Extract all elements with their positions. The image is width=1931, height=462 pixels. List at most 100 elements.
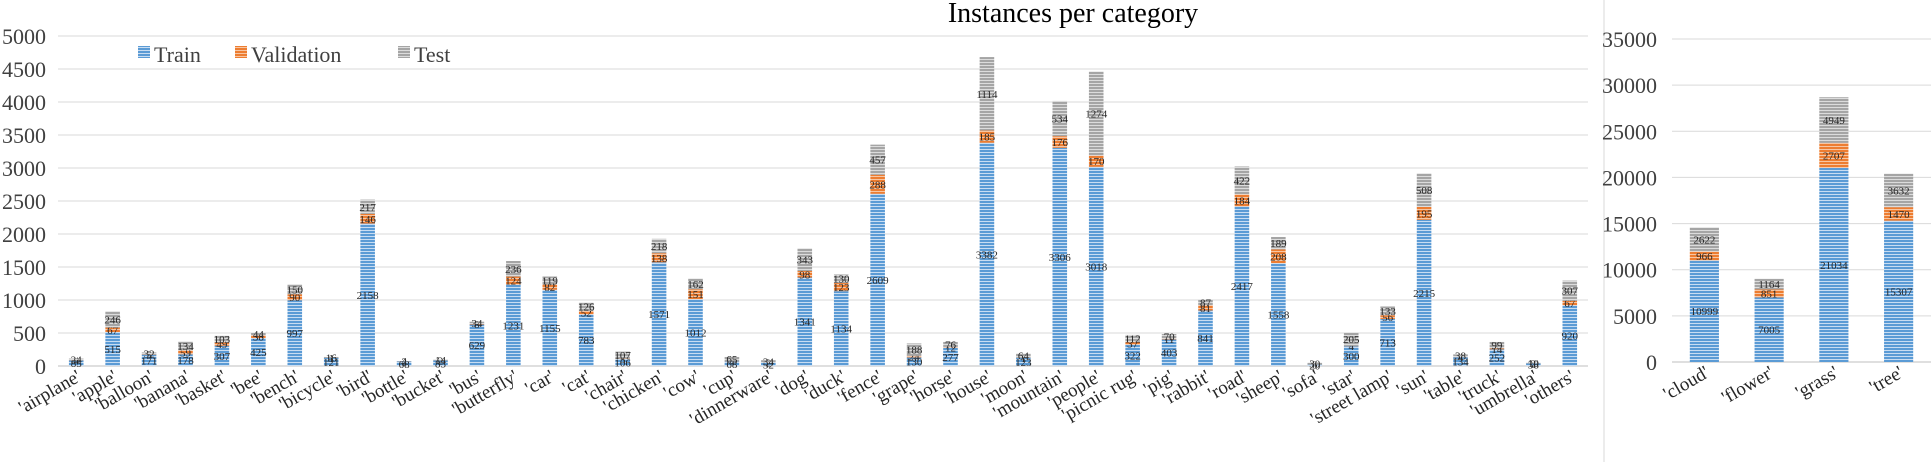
bar-segment-test — [1125, 334, 1140, 343]
bar-segment-validation — [542, 284, 558, 290]
bar-segment-validation — [105, 327, 120, 333]
bar-segment-test — [214, 335, 230, 343]
data-label-test: 217 — [359, 202, 376, 214]
bar-segment-train — [724, 361, 740, 366]
data-label-train: 10999 — [1691, 306, 1719, 318]
y-tick-label: 1500 — [2, 255, 46, 280]
data-label-test: 38 — [1455, 351, 1467, 363]
data-label-test: 87 — [1200, 297, 1212, 309]
data-label-test: 3632 — [1888, 185, 1910, 197]
data-label-train: 307 — [214, 351, 231, 363]
bar-segment-test — [433, 359, 448, 361]
data-label-test: 70 — [1164, 331, 1176, 343]
bar-segment-test — [833, 274, 849, 284]
data-label-test: 32 — [144, 348, 155, 360]
bar-segment-train — [1307, 364, 1323, 366]
bar-segment-train — [615, 359, 630, 366]
data-label-test: 64 — [1018, 351, 1030, 363]
bar-segment-test — [1307, 362, 1323, 365]
bar-segment-test — [1016, 353, 1031, 358]
data-label-test: 24 — [71, 354, 83, 366]
bar-segment-validation — [1234, 194, 1250, 207]
bar-segment-test — [761, 360, 776, 363]
bar-segment-test — [1819, 97, 1849, 143]
bar-segment-test — [979, 57, 995, 131]
data-label-train: 68 — [726, 359, 738, 371]
bar-segment-train — [1453, 357, 1468, 366]
data-label-validation: 67 — [1564, 298, 1576, 310]
data-label-test: 44 — [253, 329, 265, 341]
bar-segment-train — [1819, 167, 1849, 362]
y-tick-label: 25000 — [1602, 119, 1657, 144]
bar-segment-test — [1380, 306, 1395, 316]
data-label-test: 130 — [833, 274, 850, 286]
data-label-train: 2158 — [357, 290, 380, 302]
y-tick-label: 5000 — [1613, 304, 1657, 329]
data-label-validation: 851 — [1761, 288, 1778, 300]
bar-segment-test — [651, 238, 667, 254]
bar-segment-train — [943, 347, 958, 366]
data-label-validation: 11 — [1164, 334, 1175, 346]
y-tick-label: 2500 — [2, 189, 46, 214]
bar-segment-train — [1234, 206, 1250, 366]
data-label-validation: 4 — [1348, 341, 1354, 353]
bar-segment-validation — [1198, 305, 1213, 311]
y-tick-label: 15000 — [1602, 212, 1657, 237]
y-tick-label: 3500 — [2, 123, 46, 148]
bar-segment-train — [1689, 260, 1719, 362]
bar-segment-train — [833, 291, 849, 366]
data-label-validation: 4 — [1458, 352, 1464, 364]
bar-segment-test — [323, 356, 339, 358]
data-label-validation: 176 — [1052, 137, 1069, 149]
bar-segment-test — [906, 343, 922, 356]
data-label-train: 322 — [1124, 350, 1141, 362]
x-tick-label: 'flower' — [1718, 362, 1777, 408]
bar-segment-test — [1234, 166, 1250, 195]
data-label-test: 188 — [906, 345, 923, 357]
data-label-validation: 184 — [1234, 195, 1251, 207]
data-label-validation: 0 — [1312, 360, 1318, 372]
x-tick-label: 'tree' — [1866, 362, 1907, 398]
data-label-test: 112 — [1125, 334, 1141, 346]
data-label-train: 3382 — [976, 249, 998, 261]
data-label-validation: 2707 — [1823, 150, 1846, 162]
data-label-train: 1571 — [648, 309, 670, 321]
data-label-validation: 38 — [253, 332, 265, 344]
bar-segment-train — [433, 360, 448, 366]
data-label-validation: 2 — [1531, 358, 1537, 370]
y-tick-label: 2000 — [2, 222, 46, 247]
data-label-train: 2417 — [1231, 281, 1254, 293]
data-label-test: 30 — [1309, 359, 1321, 371]
bar-segment-test — [615, 351, 630, 359]
data-label-train: 277 — [942, 352, 959, 364]
bar-segment-validation — [797, 271, 813, 278]
bar-segment-test — [287, 284, 303, 295]
data-label-train: 2609 — [867, 275, 890, 287]
bar-segment-validation — [1416, 206, 1432, 220]
bar-segment-train — [105, 332, 120, 366]
data-label-test: 534 — [1052, 114, 1069, 126]
data-label-test: 134 — [177, 341, 194, 353]
y-tick-label: 35000 — [1602, 27, 1657, 52]
data-label-train: 171 — [141, 355, 158, 367]
data-label-validation: 12 — [945, 342, 956, 354]
data-label-validation: 98 — [799, 269, 811, 281]
data-label-train: 713 — [1379, 337, 1396, 349]
data-label-test: 307 — [1562, 286, 1579, 298]
data-label-train: 7005 — [1758, 325, 1781, 337]
bar-segment-train — [141, 354, 157, 366]
data-label-test: 1164 — [1758, 279, 1780, 291]
bar-segment-test — [724, 356, 740, 362]
bar-segment-test — [542, 276, 558, 285]
data-label-validation: 24 — [909, 352, 921, 364]
bar-segment-train — [1416, 219, 1432, 366]
legend: Train Validation Test — [138, 42, 450, 67]
bar-segment-train — [1884, 220, 1914, 362]
data-label-test: 99 — [1491, 340, 1503, 352]
bar-segment-validation — [1754, 289, 1784, 298]
legend-label-test: Test — [414, 42, 450, 67]
bar-segment-train — [688, 299, 703, 366]
bar-segment-test — [1489, 341, 1505, 349]
data-label-train: 20 — [1309, 360, 1321, 372]
